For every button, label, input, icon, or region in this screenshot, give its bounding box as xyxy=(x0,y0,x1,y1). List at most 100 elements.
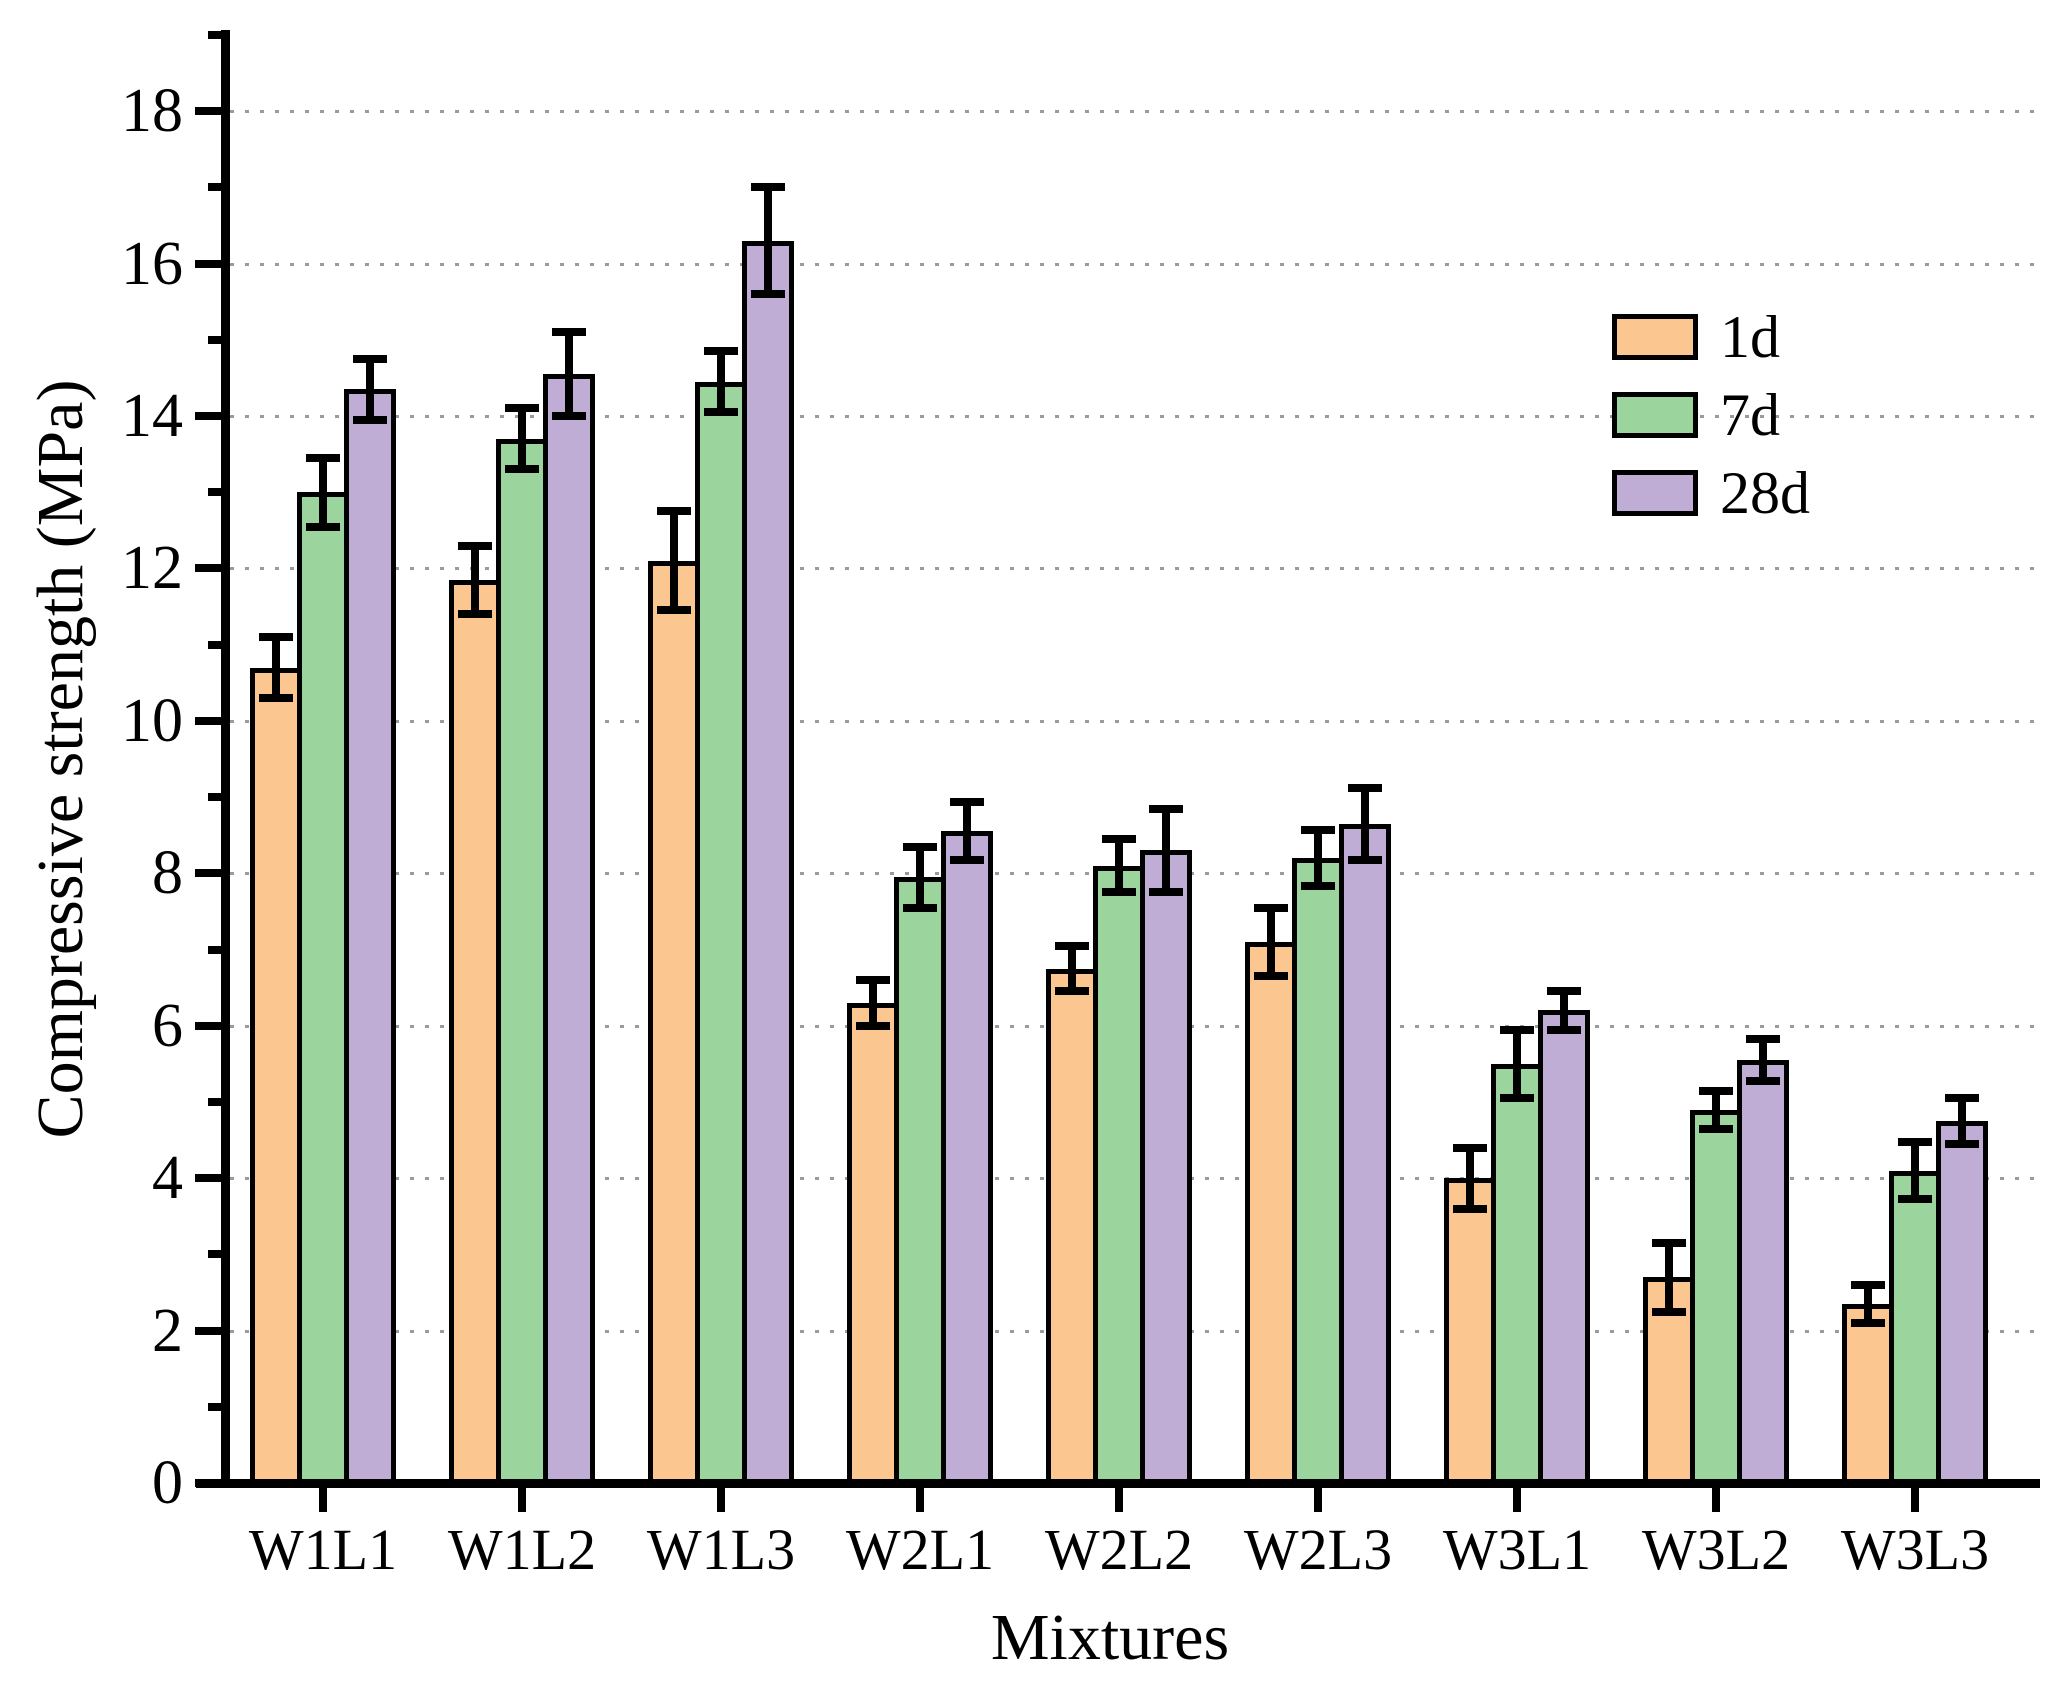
errorbar-cap-top-W2L2-28d xyxy=(1149,804,1183,813)
y-minor-tick-17 xyxy=(207,183,223,192)
y-tick-label-12: 12 xyxy=(121,534,183,603)
x-tick-label-W2L2: W2L2 xyxy=(1044,1517,1194,1582)
gridline-y-16 xyxy=(230,262,2038,266)
legend-swatch-1d xyxy=(1612,314,1698,360)
y-major-tick-2 xyxy=(194,1326,223,1335)
x-tick-label-W2L3: W2L3 xyxy=(1243,1517,1393,1582)
errorbar-cap-bottom-W3L3-28d xyxy=(1945,1139,1979,1148)
y-minor-tick-3 xyxy=(207,1250,223,1259)
errorbar-cap-top-W3L3-28d xyxy=(1945,1094,1979,1103)
bar-W1L2-7d xyxy=(496,438,548,1485)
y-minor-tick-15 xyxy=(207,335,223,344)
errorbar-W1L3-28d xyxy=(764,187,772,295)
x-tick-W2L2 xyxy=(1115,1487,1123,1512)
bar-W3L1-1d xyxy=(1444,1178,1496,1485)
errorbar-cap-top-W3L2-28d xyxy=(1746,1034,1780,1043)
y-major-tick-10 xyxy=(194,716,223,725)
bar-W2L2-28d xyxy=(1140,850,1192,1485)
errorbar-cap-top-W2L3-1d xyxy=(1254,903,1288,912)
errorbar-cap-bottom-W1L1-1d xyxy=(259,694,293,703)
errorbar-W2L3-28d xyxy=(1361,787,1369,860)
errorbar-cap-bottom-W1L2-28d xyxy=(552,412,586,421)
errorbar-cap-top-W1L3-1d xyxy=(657,507,691,516)
x-tick-label-W3L1: W3L1 xyxy=(1442,1517,1592,1582)
errorbar-cap-bottom-W3L2-1d xyxy=(1652,1307,1686,1316)
x-tick-W3L1 xyxy=(1513,1487,1521,1512)
bar-W1L1-1d xyxy=(250,667,302,1485)
y-tick-label-10: 10 xyxy=(121,686,183,755)
bar-W1L3-28d xyxy=(742,240,794,1485)
errorbar-cap-top-W2L1-1d xyxy=(856,976,890,984)
errorbar-W2L3-7d xyxy=(1314,829,1322,887)
bar-W3L2-28d xyxy=(1737,1060,1789,1485)
errorbar-cap-top-W1L3-28d xyxy=(751,183,785,192)
errorbar-cap-bottom-W3L1-1d xyxy=(1453,1204,1487,1213)
bar-W2L3-28d xyxy=(1339,823,1391,1485)
y-axis-spine xyxy=(220,30,230,1488)
errorbar-W3L1-28d xyxy=(1560,991,1568,1030)
y-tick-label-6: 6 xyxy=(152,991,183,1060)
errorbar-cap-top-W1L1-1d xyxy=(259,633,293,642)
errorbar-cap-top-W3L2-1d xyxy=(1652,1238,1686,1247)
errorbar-cap-bottom-W1L1-28d xyxy=(353,415,387,424)
errorbar-cap-bottom-W2L1-1d xyxy=(856,1021,890,1030)
y-minor-tick-19 xyxy=(207,31,223,39)
errorbar-W3L3-7d xyxy=(1911,1141,1919,1200)
errorbar-cap-top-W3L3-7d xyxy=(1898,1137,1932,1146)
errorbar-cap-bottom-W2L1-28d xyxy=(950,856,984,865)
errorbar-cap-bottom-W2L3-7d xyxy=(1301,882,1335,891)
bar-W1L3-7d xyxy=(695,381,747,1485)
legend-item-28d: 28d xyxy=(1612,463,1810,523)
errorbar-cap-bottom-W2L3-28d xyxy=(1348,855,1382,864)
bar-W2L2-7d xyxy=(1093,865,1145,1485)
errorbar-W2L1-1d xyxy=(869,980,877,1026)
errorbar-cap-bottom-W2L2-1d xyxy=(1055,987,1089,996)
errorbar-cap-top-W1L2-28d xyxy=(552,328,586,337)
errorbar-W1L3-1d xyxy=(670,511,678,611)
y-tick-label-2: 2 xyxy=(152,1296,183,1365)
bar-W3L3-1d xyxy=(1842,1303,1894,1485)
errorbar-cap-bottom-W2L3-1d xyxy=(1254,972,1288,981)
legend: 1d 7d 28d xyxy=(1612,307,1810,523)
errorbar-W1L2-7d xyxy=(518,408,526,470)
y-axis-title: Compressive strength (MPa) xyxy=(24,379,97,1139)
gridline-y-14 xyxy=(230,415,2038,419)
legend-swatch-28d xyxy=(1612,470,1698,516)
errorbar-W3L1-1d xyxy=(1466,1147,1474,1209)
errorbar-cap-top-W2L2-1d xyxy=(1055,941,1089,950)
y-major-tick-4 xyxy=(194,1174,223,1183)
errorbar-W2L2-7d xyxy=(1115,839,1123,893)
x-axis-spine xyxy=(196,1478,2040,1488)
errorbar-cap-bottom-W1L3-7d xyxy=(704,408,738,417)
errorbar-W1L3-7d xyxy=(717,351,725,413)
legend-item-1d: 1d xyxy=(1612,307,1810,367)
errorbar-cap-top-W1L1-28d xyxy=(353,354,387,363)
bar-W2L3-7d xyxy=(1292,858,1344,1485)
legend-label-7d: 7d xyxy=(1720,382,1780,448)
errorbar-W3L3-1d xyxy=(1864,1284,1872,1323)
errorbar-cap-top-W2L2-7d xyxy=(1102,835,1136,844)
bar-W3L3-28d xyxy=(1936,1121,1988,1485)
errorbar-cap-bottom-W2L2-28d xyxy=(1149,888,1183,897)
errorbar-W1L1-28d xyxy=(366,358,374,420)
y-tick-label-18: 18 xyxy=(121,77,183,146)
x-tick-W3L3 xyxy=(1911,1487,1919,1512)
errorbar-cap-top-W2L1-7d xyxy=(903,842,937,851)
x-tick-label-W1L1: W1L1 xyxy=(248,1517,398,1582)
x-tick-W2L3 xyxy=(1314,1487,1322,1512)
errorbar-W2L1-7d xyxy=(916,846,924,908)
x-tick-label-W3L3: W3L3 xyxy=(1840,1517,1990,1582)
bar-W1L1-7d xyxy=(297,492,349,1485)
y-tick-label-16: 16 xyxy=(121,229,183,298)
errorbar-W3L3-28d xyxy=(1958,1098,1966,1144)
errorbar-cap-bottom-W2L2-7d xyxy=(1102,888,1136,897)
gridline-y-18 xyxy=(230,110,2038,114)
y-minor-tick-1 xyxy=(207,1402,223,1411)
errorbar-cap-top-W3L1-28d xyxy=(1547,987,1581,996)
legend-swatch-7d xyxy=(1612,392,1698,438)
x-tick-label-W1L2: W1L2 xyxy=(447,1517,597,1582)
bar-W2L1-28d xyxy=(941,831,993,1485)
y-minor-tick-9 xyxy=(207,793,223,802)
errorbar-W3L2-7d xyxy=(1712,1090,1720,1129)
